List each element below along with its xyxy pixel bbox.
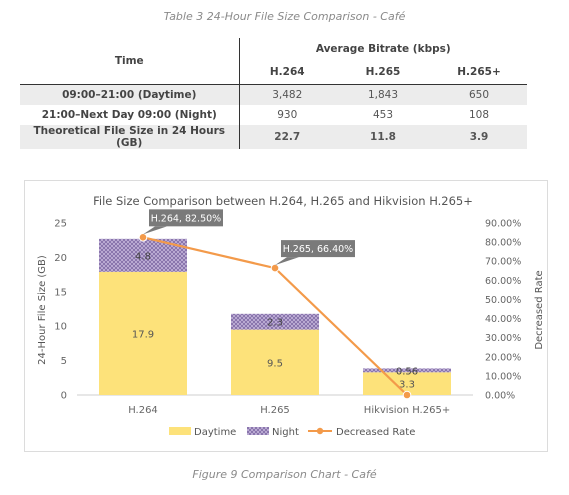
time-header: Time	[20, 38, 239, 85]
legend-label-night: Night	[272, 427, 299, 438]
table-row: 09:00–21:00 (Daytime) 3,482 1,843 650	[20, 84, 527, 105]
right-tick-label: 60.00%	[485, 276, 521, 287]
table-cell: 11.8	[335, 125, 431, 149]
bar-night	[363, 368, 451, 373]
legend-label-daytime: Daytime	[194, 427, 236, 438]
table-row: 21:00–Next Day 09:00 (Night) 930 453 108	[20, 105, 527, 125]
right-tick-label: 0.00%	[485, 391, 515, 402]
callout-pointer	[143, 226, 167, 235]
bitrate-group-header: Average Bitrate (kbps)	[238, 38, 527, 60]
table-cell: 1,843	[335, 84, 431, 105]
callout-pointer	[275, 257, 299, 266]
y-tick-label: 25	[54, 219, 67, 230]
data-label-daytime: 17.9	[132, 329, 154, 340]
legend-label-rate: Decreased Rate	[336, 427, 415, 438]
callout-box	[149, 209, 223, 227]
bitrate-table: Time Average Bitrate (kbps) H.264 H.265 …	[20, 38, 527, 149]
table-cell: 108	[468, 109, 490, 121]
right-tick-label: 40.00%	[485, 314, 521, 325]
figure-caption: Figure 9 Comparison Chart - Café	[192, 468, 377, 481]
right-tick-label: 90.00%	[485, 219, 521, 230]
table-cell: 930	[238, 105, 335, 125]
right-tick-label: 80.00%	[485, 238, 521, 249]
data-label-night: 4.8	[135, 251, 151, 262]
x-tick-label: H.265	[260, 405, 290, 416]
table-cell: 22.7	[238, 125, 335, 149]
bar-night	[231, 313, 319, 330]
right-tick-label: 50.00%	[485, 295, 521, 306]
right-tick-label: 70.00%	[485, 257, 521, 268]
bar-daytime	[99, 271, 187, 395]
chart-title: File Size Comparison between H.264, H.26…	[93, 194, 473, 208]
bar-daytime	[363, 372, 451, 395]
data-label-daytime: 3.3	[399, 380, 415, 391]
table-row: Theoretical File Size in 24 Hours (GB) 2…	[20, 125, 527, 149]
codec-header: H.265+	[431, 60, 527, 85]
callout-box	[281, 240, 355, 258]
y-tick-label: 0	[61, 391, 67, 402]
y-tick-label: 10	[54, 322, 67, 333]
table-cell: 453	[372, 109, 394, 121]
row-label: 21:00–Next Day 09:00 (Night)	[41, 109, 217, 121]
right-tick-label: 20.00%	[485, 352, 521, 363]
right-axis-label: Decreased Rate	[534, 270, 545, 349]
codec-header: H.265	[335, 60, 431, 85]
y-tick-label: 5	[61, 356, 67, 367]
rate-point	[402, 390, 412, 400]
codec-header: H.264	[238, 60, 335, 85]
rate-point	[270, 263, 280, 273]
rate-point	[138, 233, 148, 242]
y-axis-label: 24-Hour File Size (GB)	[37, 255, 48, 365]
x-tick-label: H.264	[128, 405, 158, 416]
table-cell: 3.9	[431, 125, 527, 149]
table-cell: 650	[431, 84, 527, 105]
data-label-night: 0.56	[396, 366, 418, 377]
bar-daytime	[231, 329, 319, 395]
legend-swatch-night	[247, 427, 269, 435]
comparison-chart: File Size Comparison between H.264, H.26…	[37, 194, 545, 438]
table-caption: Table 3 24-Hour File Size Comparison - C…	[163, 10, 406, 23]
y-tick-label: 15	[54, 287, 67, 298]
legend-marker-rate	[316, 427, 324, 435]
x-tick-label: Hikvision H.265+	[364, 405, 450, 416]
legend-swatch-daytime	[169, 427, 191, 435]
callout-label: H.264, 82.50%	[151, 213, 221, 224]
right-tick-label: 30.00%	[485, 333, 521, 344]
chart-frame: File Size Comparison between H.264, H.26…	[24, 180, 548, 452]
y-tick-label: 20	[54, 253, 67, 264]
data-label-daytime: 9.5	[267, 358, 283, 369]
right-tick-label: 10.00%	[485, 371, 521, 382]
callout-label: H.265, 66.40%	[283, 244, 353, 255]
row-label: 09:00–21:00 (Daytime)	[20, 84, 239, 105]
data-label-night: 2.3	[267, 318, 283, 329]
table-cell: 3,482	[238, 84, 335, 105]
row-label: Theoretical File Size in 24 Hours (GB)	[20, 125, 239, 149]
